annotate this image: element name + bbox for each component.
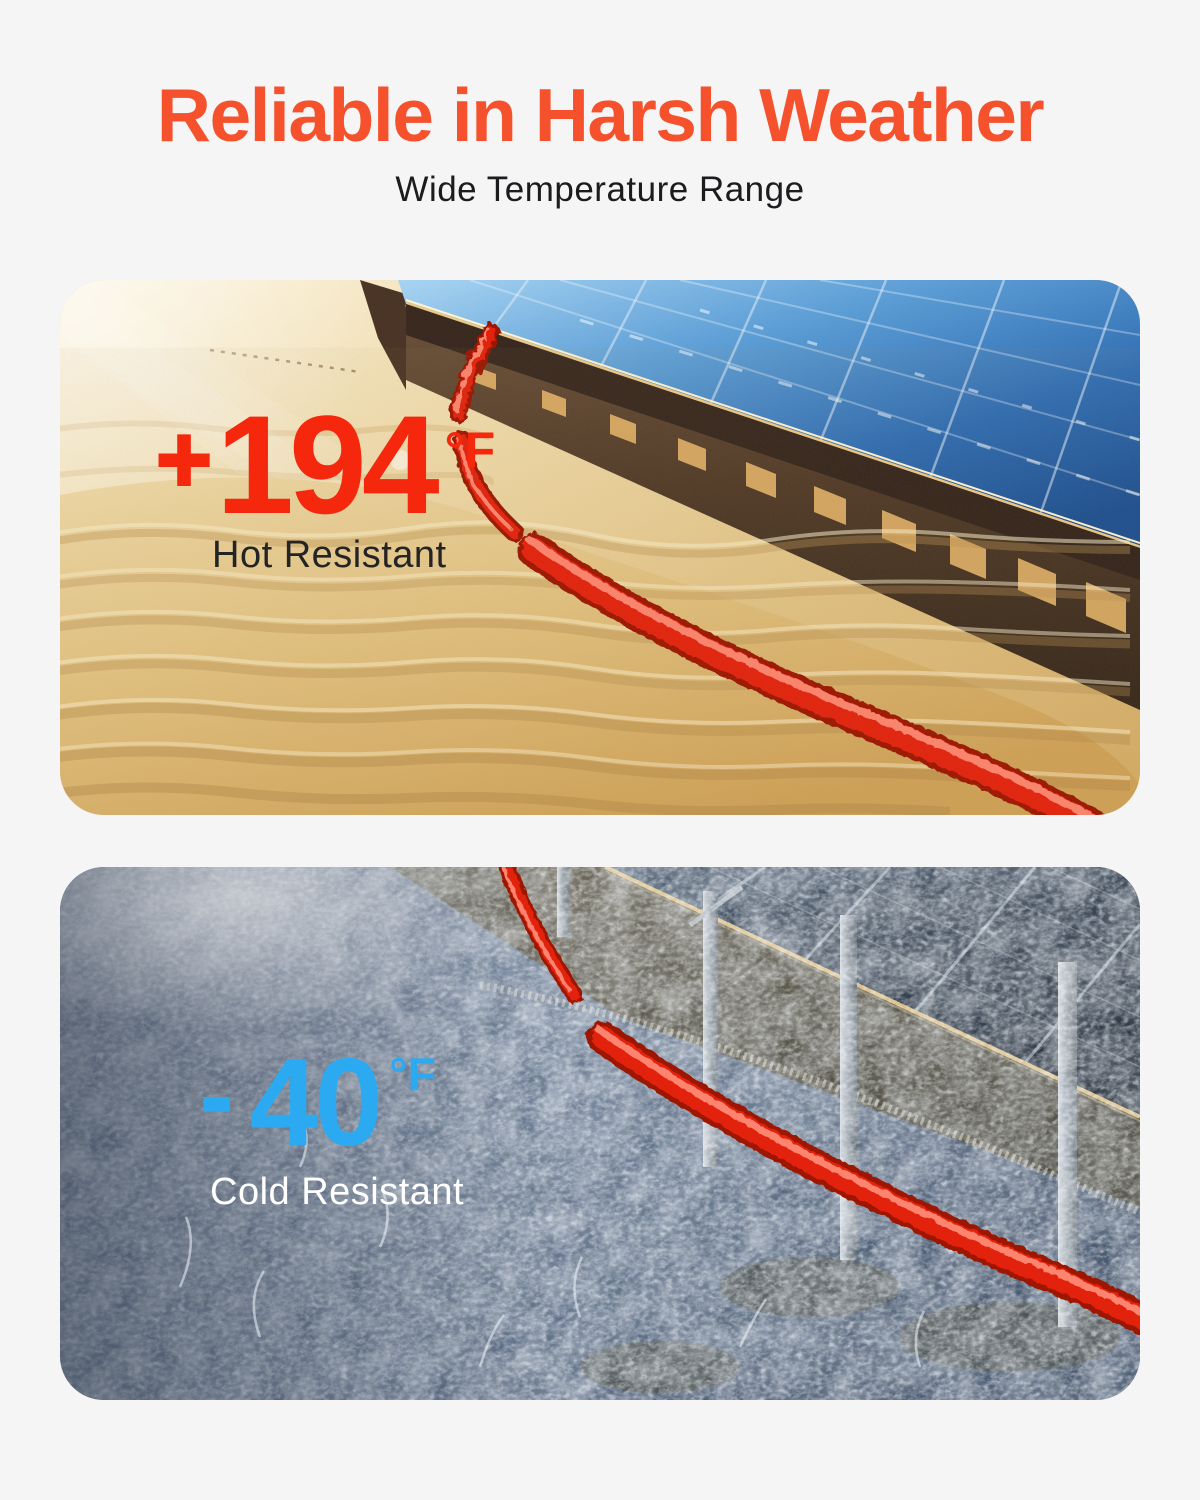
hot-temp-value: 194 bbox=[216, 386, 440, 543]
desert-scene-image bbox=[60, 280, 1140, 815]
hot-resistant-card: + 194 °F Hot Resistant bbox=[60, 280, 1140, 815]
cold-label: Cold Resistant bbox=[210, 1171, 465, 1213]
hot-temp-unit: °F bbox=[444, 422, 496, 478]
frost-grass-blades bbox=[178, 1118, 926, 1368]
cold-resistant-card: - 40 °F Cold Resistant bbox=[60, 867, 1140, 1400]
top-left-haze bbox=[60, 867, 500, 1037]
page-title: Reliable in Harsh Weather bbox=[156, 73, 1045, 157]
hot-label: Hot Resistant bbox=[212, 534, 447, 576]
sand-grain-texture bbox=[60, 390, 1140, 815]
cold-temp-unit: °F bbox=[389, 1048, 436, 1100]
red-cable bbox=[495, 867, 1140, 1335]
page-subtitle: Wide Temperature Range bbox=[395, 170, 805, 209]
hot-temp-sign: + bbox=[154, 406, 213, 513]
hot-temperature: + 194 °F bbox=[154, 386, 496, 543]
cold-temp-value: 40 bbox=[249, 1034, 383, 1172]
cold-temperature: - 40 °F bbox=[188, 1041, 436, 1165]
frost-scene-image bbox=[60, 867, 1140, 1400]
cold-temp-sign: - bbox=[200, 1047, 233, 1146]
